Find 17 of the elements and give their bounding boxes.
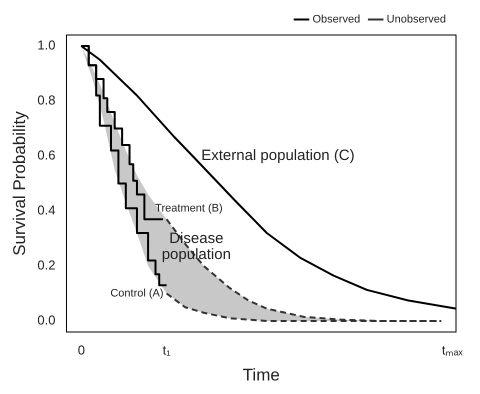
y-tick-label: 0.0 <box>37 312 56 328</box>
x-tick-label: tₘₐₓ <box>442 342 464 358</box>
x-tick-label: 0 <box>78 342 85 358</box>
annotation: External population (C) <box>201 147 355 164</box>
legend-label: Unobserved <box>386 14 446 26</box>
y-tick-label: 0.6 <box>37 148 56 163</box>
y-tick-label: 0.4 <box>37 202 56 218</box>
annotation: Treatment (B) <box>155 202 223 214</box>
y-tick-label: 1.0 <box>37 38 56 53</box>
legend-label: Observed <box>312 14 360 26</box>
x-axis-title: Time <box>242 365 280 384</box>
x-tick-label: t₁ <box>162 342 172 358</box>
annotation: Disease population <box>162 230 231 263</box>
y-tick-label: 0.2 <box>37 258 56 273</box>
annotation: Control (A) <box>110 288 164 300</box>
y-tick-label: 0.8 <box>37 92 56 108</box>
y-axis-title: Survival Probability <box>10 110 29 256</box>
